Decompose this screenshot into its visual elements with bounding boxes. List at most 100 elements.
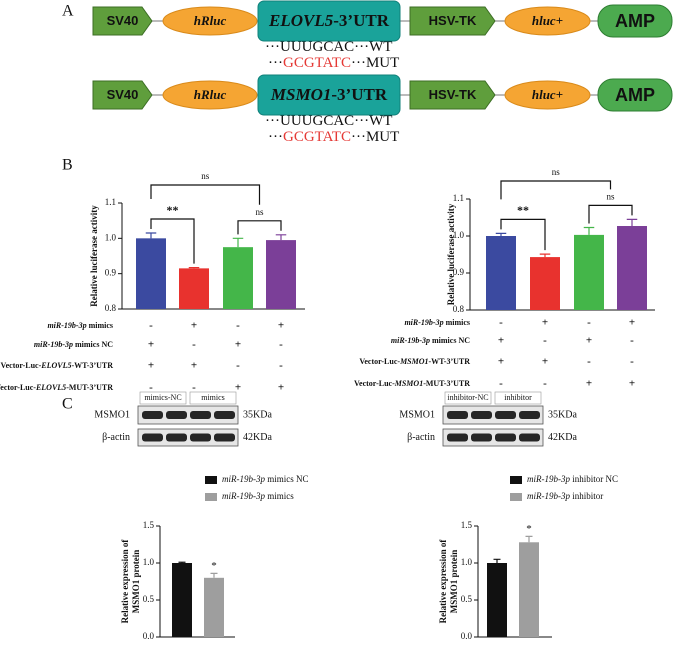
legend-label: miR-19b-3p mimics NC: [222, 474, 309, 484]
text-part: miR-19b-3p: [222, 491, 265, 501]
bar: [487, 563, 507, 637]
text-part: Vector-Luc-: [359, 357, 400, 366]
significance-label: *: [526, 523, 532, 535]
size-label: 35KDa: [243, 409, 272, 420]
bar: [266, 240, 296, 309]
treatment-sign: +: [542, 317, 548, 329]
element-label: SV40: [107, 13, 139, 28]
y-axis-label: Relative luciferase activity: [89, 205, 99, 307]
bar: [574, 234, 604, 310]
significance-label: **: [517, 203, 529, 217]
bar: [204, 577, 224, 637]
significance-label: ns: [552, 167, 561, 177]
error-bar: [210, 572, 218, 578]
blot-band: [495, 411, 516, 419]
bar: [486, 236, 516, 310]
y-axis-label: MSMO1 protein: [449, 550, 459, 614]
blot-band: [214, 433, 235, 442]
bar: [172, 563, 192, 637]
treatment-sign: -: [587, 317, 591, 329]
text-part: Vector-Luc-: [354, 379, 395, 388]
significance-label: ns: [606, 191, 615, 201]
treatment-label: miR-19b-3p mimics NC: [34, 340, 113, 349]
text-part: miR-19b-3p: [404, 318, 443, 327]
y-tick-label: 0.9: [453, 267, 465, 277]
error-bar: [178, 561, 186, 563]
error-bar: [626, 218, 638, 227]
significance-bracket: [150, 218, 195, 264]
significance-label: *: [211, 560, 217, 572]
significance-label: ns: [201, 171, 210, 181]
text-part: +: [556, 13, 563, 28]
text-part: ···: [268, 129, 283, 145]
text-part: miR-19b-3p: [34, 340, 73, 349]
error-bar: [495, 232, 507, 236]
text-part: inhibitor: [570, 491, 603, 501]
y-tick-label: 0.0: [461, 631, 473, 641]
element-label: MSMO1-3’UTR: [270, 85, 388, 104]
text-part: hRluc: [194, 13, 227, 28]
error-bar: [539, 253, 551, 258]
lane-label-box: [444, 391, 492, 405]
panel-label: B: [62, 157, 73, 174]
significance-bracket: [588, 204, 633, 224]
treatment-sign: -: [149, 382, 153, 394]
text-part: hluc: [532, 13, 556, 28]
gene-ellipse: [504, 80, 591, 110]
significance-bracket: [237, 220, 282, 235]
element-label: AMP: [615, 11, 655, 31]
error-bar: [583, 226, 595, 235]
element-label: hRluc: [194, 13, 227, 28]
lane-label: inhibitor-NC: [447, 393, 488, 402]
blot-band: [142, 411, 163, 419]
text-part: -3’UTR: [331, 85, 387, 104]
text-part: +: [556, 87, 563, 102]
treatment-sign: +: [278, 382, 284, 394]
amp-box: [597, 78, 673, 112]
element-label: hluc+: [532, 87, 563, 102]
treatment-sign: -: [236, 360, 240, 372]
text-part: miR-19b-3p: [391, 336, 430, 345]
text-part: hluc: [532, 87, 556, 102]
bar: [519, 542, 539, 637]
text-part: GCGTATC: [283, 55, 351, 71]
treatment-label: miR-19b-3p mimics: [47, 321, 113, 330]
text-part: ···: [268, 55, 283, 71]
error-bar: [188, 267, 200, 269]
y-tick-label: 0.0: [143, 631, 155, 641]
gene-ellipse: [504, 6, 591, 36]
promoter-arrow: [409, 6, 496, 36]
treatment-sign: +: [191, 360, 197, 372]
utr-box: [257, 0, 401, 42]
text-part: MSMO1: [394, 379, 423, 388]
text-part: AMP: [615, 85, 655, 105]
bar: [179, 268, 209, 309]
treatment-sign: -: [630, 335, 634, 347]
treatment-sign: +: [278, 320, 284, 332]
blot-band: [214, 411, 235, 419]
treatment-sign: +: [498, 356, 504, 368]
error-bar: [525, 535, 533, 543]
text-part: miR-19b-3p: [527, 474, 570, 484]
wt-sequence: ···UUUGCAC···WT: [265, 113, 392, 129]
blot-band: [166, 433, 187, 442]
lane-label: mimics: [201, 393, 225, 402]
promoter-arrow: [92, 80, 153, 110]
gene-ellipse: [162, 80, 258, 110]
panel-label: C: [62, 396, 73, 413]
treatment-label: Vector-Luc-ELOVL5-WT-3’UTR: [1, 361, 114, 370]
text-part: HSV-TK: [429, 13, 477, 28]
element-label: ELOVL5-3’UTR: [268, 11, 390, 30]
wt-sequence: ···UUUGCAC···WT: [265, 39, 392, 55]
treatment-sign: +: [542, 356, 548, 368]
text-part: Vector-Luc-: [0, 383, 36, 392]
text-part: miR-19b-3p: [47, 321, 86, 330]
blot-band: [471, 411, 492, 419]
blot-band: [471, 433, 492, 442]
treatment-sign: +: [148, 360, 154, 372]
text-part: hRluc: [194, 87, 227, 102]
treatment-label: Vector-Luc-MSMO1-WT-3’UTR: [359, 357, 470, 366]
promoter-arrow: [409, 80, 496, 110]
blot-band: [190, 411, 211, 419]
